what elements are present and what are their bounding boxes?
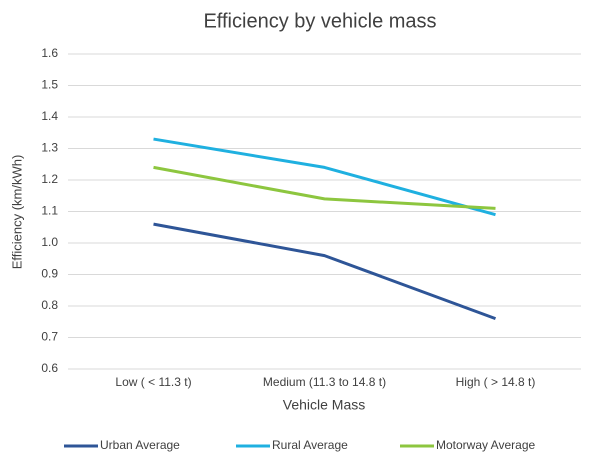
- x-tick-label: Low ( < 11.3 t): [115, 375, 191, 389]
- y-tick-label: 1.4: [41, 109, 58, 123]
- y-axis-title: Efficiency (km/kWh): [9, 155, 24, 270]
- y-tick-label: 1.0: [41, 235, 58, 249]
- line-series: [153, 165, 496, 210]
- y-tick-label: 0.7: [41, 330, 58, 344]
- x-axis-title: Vehicle Mass: [283, 397, 365, 413]
- y-tick-label: 1.1: [41, 204, 58, 218]
- x-tick-label: Medium (11.3 to 14.8 t): [263, 375, 386, 389]
- y-tick-label: 1.5: [41, 78, 58, 92]
- legend-label: Motorway Average: [436, 438, 535, 452]
- y-tick-label: 1.3: [41, 141, 58, 155]
- legend-label: Urban Average: [100, 438, 180, 452]
- y-tick-label: 1.2: [41, 172, 58, 186]
- y-tick-label: 0.6: [41, 361, 58, 375]
- y-tick-label: 0.9: [41, 267, 58, 281]
- y-tick-label: 0.8: [41, 298, 58, 312]
- x-tick-label: High ( > 14.8 t): [456, 375, 536, 389]
- y-tick-label: 1.6: [41, 46, 58, 60]
- legend-label: Rural Average: [272, 438, 348, 452]
- line-series: [153, 222, 497, 321]
- chart-title: Efficiency by vehicle mass: [203, 10, 436, 32]
- line-series: [153, 137, 496, 217]
